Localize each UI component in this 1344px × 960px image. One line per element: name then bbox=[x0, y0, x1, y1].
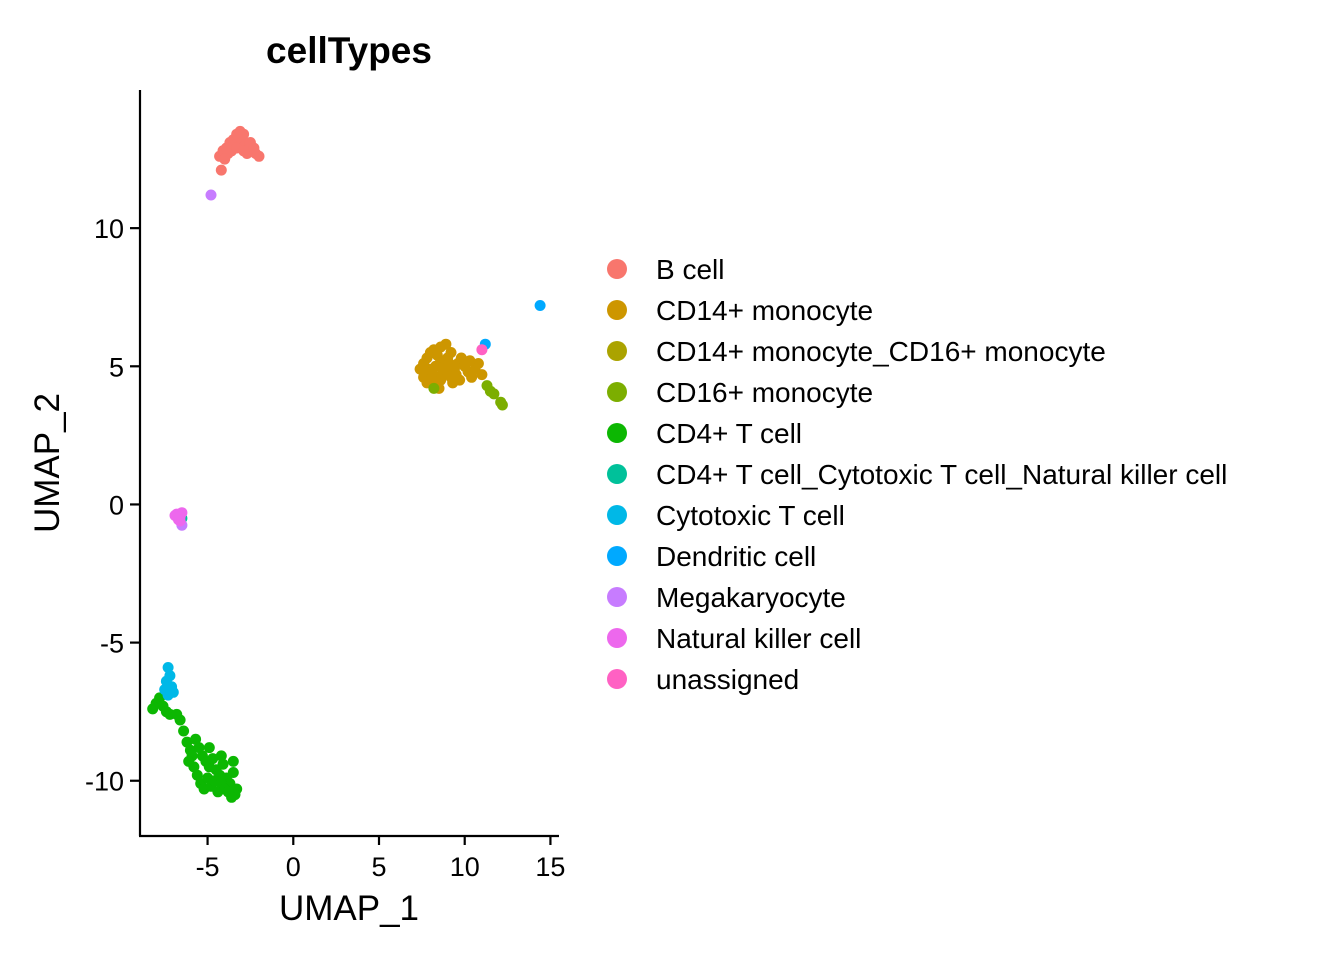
y-axis-label: UMAP_2 bbox=[28, 393, 67, 533]
y-tick-label: -10 bbox=[85, 767, 124, 797]
data-point bbox=[207, 753, 219, 765]
data-point bbox=[447, 377, 459, 389]
data-point bbox=[248, 142, 260, 154]
data-point bbox=[183, 755, 195, 767]
legend-key bbox=[607, 505, 627, 525]
legend-item: Megakaryocyte bbox=[607, 582, 846, 613]
y-tick-label: 0 bbox=[109, 490, 124, 520]
legend-key bbox=[607, 546, 627, 566]
x-tick-label: 15 bbox=[535, 852, 565, 882]
data-point bbox=[253, 150, 265, 162]
data-point bbox=[488, 388, 500, 400]
data-point bbox=[174, 515, 186, 527]
legend-key bbox=[607, 423, 627, 443]
chart-title: cellTypes bbox=[266, 30, 432, 71]
y-axis-ticks: -10 -5 0 5 10 bbox=[85, 214, 139, 797]
y-tick-label: -5 bbox=[100, 629, 124, 659]
data-point bbox=[455, 352, 467, 364]
data-point bbox=[162, 662, 174, 673]
legend-label: Natural killer cell bbox=[656, 623, 861, 654]
legend-label: Cytotoxic T cell bbox=[656, 500, 845, 531]
data-point bbox=[174, 714, 186, 726]
legend-label: Megakaryocyte bbox=[656, 582, 846, 613]
legend-key bbox=[607, 669, 627, 689]
data-point bbox=[159, 684, 171, 696]
legend-item: CD14+ monocyte_CD16+ monocyte bbox=[607, 336, 1106, 367]
data-point bbox=[476, 369, 488, 381]
data-point bbox=[191, 769, 203, 781]
legend-label: unassigned bbox=[656, 664, 799, 695]
data-point bbox=[238, 145, 250, 157]
data-point bbox=[190, 733, 202, 745]
legend-item: unassigned bbox=[607, 664, 799, 695]
legend-key bbox=[607, 464, 627, 484]
x-tick-label: 0 bbox=[286, 852, 301, 882]
legend-label: CD16+ monocyte bbox=[656, 377, 873, 408]
data-point bbox=[534, 300, 546, 311]
legend-key bbox=[607, 382, 627, 402]
legend-item: Cytotoxic T cell bbox=[607, 500, 845, 531]
legend-key bbox=[607, 628, 627, 648]
data-point bbox=[203, 742, 215, 754]
data-point bbox=[440, 338, 452, 350]
data-point bbox=[227, 755, 239, 767]
legend-key bbox=[607, 259, 627, 279]
data-point bbox=[227, 767, 239, 778]
points-layer bbox=[147, 125, 546, 803]
legend-item: CD16+ monocyte bbox=[607, 377, 873, 408]
data-point bbox=[426, 366, 438, 378]
data-point bbox=[193, 742, 205, 754]
y-tick-label: 10 bbox=[94, 214, 124, 244]
legend-item: CD14+ monocyte bbox=[607, 295, 873, 326]
legend: B cell CD14+ monocyte CD14+ monocyte_CD16+… bbox=[607, 254, 1227, 695]
data-point bbox=[226, 791, 238, 803]
x-axis-ticks: -5 0 5 10 15 bbox=[196, 836, 565, 882]
data-point bbox=[445, 347, 457, 358]
data-point bbox=[215, 750, 227, 762]
legend-item: Natural killer cell bbox=[607, 623, 861, 654]
data-point bbox=[443, 358, 455, 369]
x-tick-label: 5 bbox=[371, 852, 386, 882]
legend-label: CD14+ monocyte_CD16+ monocyte bbox=[656, 336, 1106, 367]
legend-item: CD4+ T cell_Cytotoxic T cell_Natural kil… bbox=[607, 459, 1227, 490]
legend-item: Dendritic cell bbox=[607, 541, 816, 572]
data-point bbox=[476, 344, 488, 356]
legend-label: CD4+ T cell_Cytotoxic T cell_Natural kil… bbox=[656, 459, 1227, 490]
data-point bbox=[217, 758, 229, 770]
data-point bbox=[496, 399, 508, 411]
data-point bbox=[178, 725, 190, 737]
legend-label: CD14+ monocyte bbox=[656, 295, 873, 326]
data-point bbox=[205, 189, 217, 201]
data-point bbox=[219, 153, 231, 165]
data-point bbox=[472, 358, 484, 369]
legend-item: CD4+ T cell bbox=[607, 418, 802, 449]
legend-label: B cell bbox=[656, 254, 724, 285]
x-tick-label: 10 bbox=[450, 852, 480, 882]
y-tick-label: 5 bbox=[109, 352, 124, 382]
data-point bbox=[464, 355, 476, 367]
legend-label: CD4+ T cell bbox=[656, 418, 802, 449]
data-point bbox=[215, 164, 227, 176]
legend-item: B cell bbox=[607, 254, 724, 285]
legend-key bbox=[607, 587, 627, 607]
legend-key bbox=[607, 341, 627, 361]
legend-key bbox=[607, 300, 627, 320]
legend-label: Dendritic cell bbox=[656, 541, 816, 572]
data-point bbox=[428, 382, 440, 394]
x-axis-label: UMAP_1 bbox=[279, 889, 419, 928]
x-tick-label: -5 bbox=[196, 852, 220, 882]
